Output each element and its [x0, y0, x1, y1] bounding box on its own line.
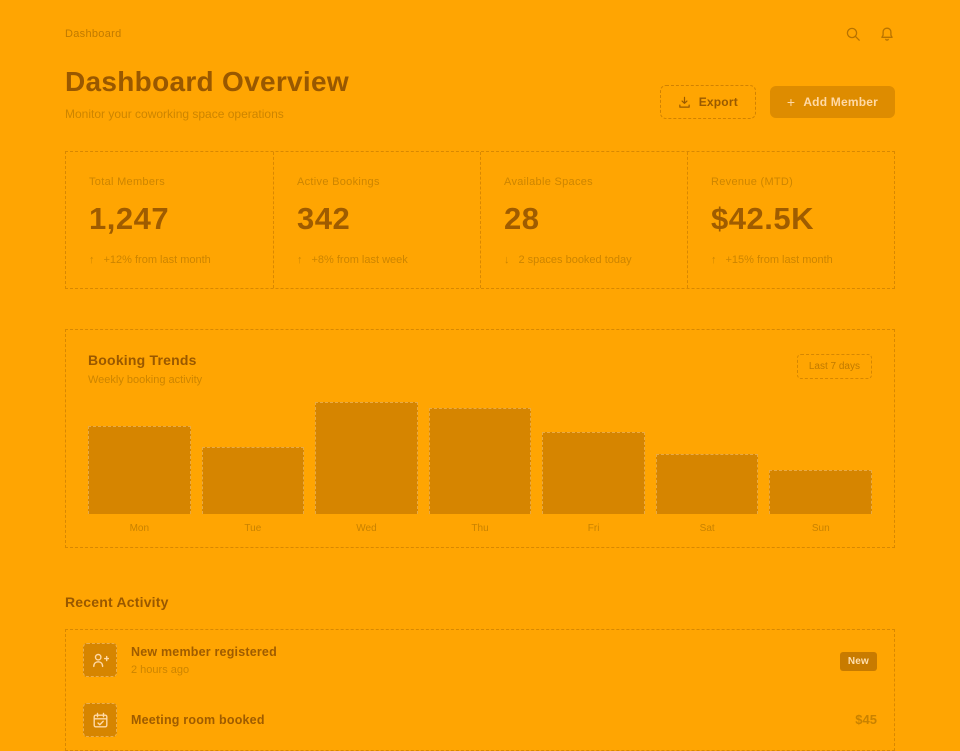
topbar: Dashboard	[65, 0, 895, 42]
bar-chart-labels: Mon Tue Wed Thu Fri Sat Sun	[88, 523, 872, 534]
trend-arrow-icon: ↓	[504, 254, 510, 266]
bar-axis-label: Sun	[811, 523, 830, 534]
bar-axis-label: Thu	[471, 523, 489, 534]
bar-tue[interactable]	[201, 402, 305, 514]
stat-label: Active Bookings	[297, 176, 380, 188]
bar-fill	[769, 470, 873, 514]
bar-axis-label: Fri	[587, 523, 600, 534]
export-button[interactable]: Export	[659, 85, 756, 119]
trend-arrow-icon: ↑	[89, 254, 95, 266]
calendar-check-icon	[83, 703, 117, 737]
activity-text: New member registered 2 hours ago	[131, 645, 277, 676]
bar-wed[interactable]	[315, 402, 418, 514]
stats-row: Total Members 1,247 ↑ +12% from last mon…	[65, 151, 895, 289]
bar-mon[interactable]	[88, 402, 191, 514]
trend-arrow-icon: ↑	[297, 254, 303, 266]
recent-activity-section: Recent Activity New member registered 2 …	[65, 594, 895, 751]
topbar-icons	[845, 26, 895, 42]
bell-icon[interactable]	[879, 26, 895, 42]
recent-activity-title: Recent Activity	[65, 594, 169, 610]
activity-item-meta: New	[839, 651, 877, 671]
activity-row[interactable]: Meeting room booked $45	[66, 690, 894, 750]
activity-item-meta: $45	[855, 711, 877, 729]
bar-axis-label: Tue	[244, 523, 262, 534]
activity-item-title: New member registered	[131, 644, 277, 659]
bar-fill	[88, 426, 191, 514]
breadcrumb[interactable]: Dashboard	[65, 28, 122, 40]
chart-title: Booking Trends	[88, 352, 197, 368]
download-icon	[678, 96, 690, 108]
activity-list: New member registered 2 hours ago New Me…	[65, 629, 895, 751]
page-title: Dashboard Overview	[65, 66, 349, 97]
add-member-button-label: Add Member	[803, 95, 878, 109]
stat-change-text: +8% from last week	[311, 254, 408, 266]
page-subtitle: Monitor your coworking space operations	[65, 107, 284, 121]
activity-row[interactable]: New member registered 2 hours ago New	[66, 630, 894, 690]
activity-item-title: Meeting room booked	[131, 713, 265, 727]
bar-sun[interactable]	[769, 402, 873, 514]
stat-label: Available Spaces	[504, 176, 593, 188]
bar-fill	[428, 408, 532, 514]
bar-sat[interactable]	[655, 402, 759, 514]
stat-card: Total Members 1,247 ↑ +12% from last mon…	[66, 152, 273, 288]
activity-item-time: 2 hours ago	[131, 663, 190, 676]
chart-header-text: Booking Trends Weekly booking activity	[88, 352, 202, 386]
trend-arrow-icon: ↑	[711, 254, 717, 266]
stat-change-text: +15% from last month	[725, 254, 833, 266]
bar-axis-label: Wed	[356, 523, 377, 534]
stat-change: ↑ +15% from last month	[711, 254, 871, 266]
chart-range-chip[interactable]: Last 7 days	[796, 354, 872, 379]
stat-change-text: +12% from last month	[103, 254, 211, 266]
bar-fill	[542, 432, 645, 514]
plus-icon: +	[786, 94, 796, 110]
stat-card: Revenue (MTD) $42.5K ↑ +15% from last mo…	[687, 152, 894, 288]
stat-card: Available Spaces 28 ↓ 2 spaces booked to…	[480, 152, 687, 288]
booking-trends-card: Booking Trends Weekly booking activity L…	[65, 329, 895, 548]
stat-change-text: 2 spaces booked today	[518, 254, 632, 266]
bar-thu[interactable]	[428, 402, 532, 514]
activity-text: Meeting room booked	[131, 713, 265, 727]
stat-value: 28	[504, 201, 540, 236]
stat-change: ↑ +12% from last month	[89, 254, 250, 266]
bar-chart	[88, 402, 873, 514]
chart-subtitle: Weekly booking activity	[88, 374, 203, 386]
stat-value: 342	[297, 201, 351, 236]
bar-fill	[201, 447, 305, 514]
stat-label: Revenue (MTD)	[711, 176, 794, 188]
bar-axis-label: Mon	[129, 523, 150, 534]
bar-axis-label: Sat	[699, 523, 715, 534]
user-plus-icon	[83, 643, 117, 677]
stat-change: ↓ 2 spaces booked today	[504, 254, 664, 266]
stat-label: Total Members	[89, 176, 166, 188]
stat-value: $42.5K	[711, 201, 814, 236]
header-actions: Export + Add Member	[659, 85, 895, 121]
stat-card: Active Bookings 342 ↑ +8% from last week	[273, 152, 480, 288]
export-button-label: Export	[698, 95, 738, 109]
page-header-text: Dashboard Overview Monitor your coworkin…	[65, 66, 349, 121]
add-member-button[interactable]: + Add Member	[769, 86, 895, 118]
stat-value: 1,247	[89, 201, 170, 236]
bar-fill	[655, 454, 759, 514]
stat-change: ↑ +8% from last week	[297, 254, 457, 266]
bar-fill	[315, 402, 418, 514]
bar-fri[interactable]	[542, 402, 645, 514]
page-header: Dashboard Overview Monitor your coworkin…	[65, 66, 895, 121]
chart-header: Booking Trends Weekly booking activity L…	[88, 352, 872, 386]
new-badge: New	[839, 652, 877, 671]
search-icon[interactable]	[845, 26, 861, 42]
